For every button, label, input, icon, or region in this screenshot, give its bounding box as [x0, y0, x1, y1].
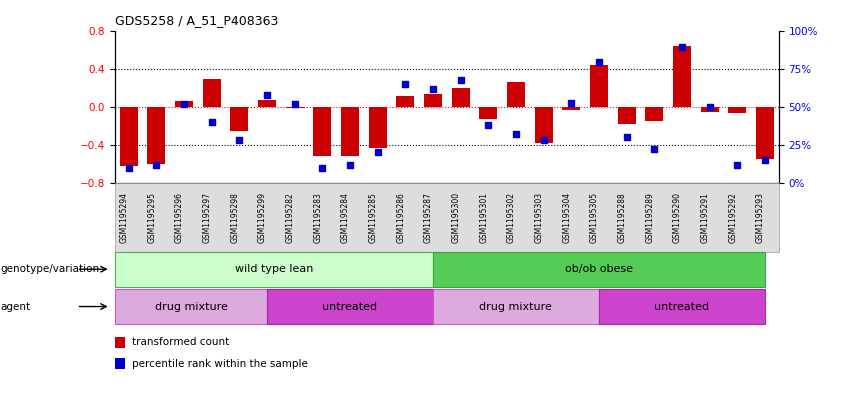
Point — [398, 81, 412, 88]
Text: GSM1195294: GSM1195294 — [120, 192, 129, 242]
Bar — [147, 107, 165, 164]
Text: GSM1195297: GSM1195297 — [203, 192, 212, 242]
Text: GSM1195287: GSM1195287 — [424, 192, 433, 242]
Text: wild type lean: wild type lean — [235, 264, 313, 274]
Text: GSM1195301: GSM1195301 — [479, 192, 488, 242]
Text: GSM1195292: GSM1195292 — [728, 192, 737, 242]
Bar — [507, 82, 525, 107]
Text: GSM1195289: GSM1195289 — [645, 192, 654, 242]
Text: GSM1195284: GSM1195284 — [341, 192, 350, 242]
Point — [703, 104, 717, 110]
Point — [150, 162, 163, 168]
Text: GSM1195303: GSM1195303 — [534, 191, 544, 243]
Point — [509, 131, 523, 138]
Point — [454, 77, 467, 83]
Bar — [368, 107, 386, 148]
Text: ob/ob obese: ob/ob obese — [565, 264, 633, 274]
Point — [260, 92, 274, 98]
Text: GSM1195291: GSM1195291 — [700, 192, 710, 242]
Bar — [728, 107, 746, 113]
Text: agent: agent — [1, 301, 31, 312]
Text: drug mixture: drug mixture — [155, 301, 227, 312]
Point — [675, 43, 688, 50]
Bar — [563, 107, 580, 110]
Text: untreated: untreated — [323, 301, 378, 312]
Text: GSM1195285: GSM1195285 — [368, 192, 378, 242]
Point — [537, 137, 551, 143]
Point — [730, 162, 744, 168]
Text: GSM1195282: GSM1195282 — [286, 192, 294, 242]
Point — [232, 137, 246, 143]
Text: GSM1195295: GSM1195295 — [147, 192, 157, 242]
Bar — [397, 96, 414, 107]
Text: GSM1195290: GSM1195290 — [673, 192, 682, 242]
Bar — [341, 107, 359, 156]
Bar — [203, 79, 220, 107]
Text: GSM1195300: GSM1195300 — [452, 191, 460, 243]
Point — [648, 146, 661, 152]
Bar — [231, 107, 248, 131]
Text: GSM1195304: GSM1195304 — [563, 191, 571, 243]
Bar — [645, 107, 663, 121]
Bar — [286, 107, 304, 108]
Bar — [313, 107, 331, 156]
Point — [122, 164, 135, 171]
Text: percentile rank within the sample: percentile rank within the sample — [132, 359, 308, 369]
Point — [758, 157, 772, 163]
Point — [482, 122, 495, 129]
Bar — [452, 88, 470, 107]
Text: GSM1195283: GSM1195283 — [313, 192, 323, 242]
Bar — [175, 101, 193, 107]
Bar — [258, 99, 276, 107]
Bar — [120, 107, 138, 166]
Text: untreated: untreated — [654, 301, 710, 312]
Text: GSM1195286: GSM1195286 — [397, 192, 405, 242]
Point — [205, 119, 219, 125]
Text: GSM1195296: GSM1195296 — [175, 192, 184, 242]
Bar — [424, 94, 442, 107]
Point — [288, 101, 301, 107]
Point — [592, 59, 606, 65]
Point — [371, 149, 385, 156]
Point — [177, 101, 191, 107]
Bar — [590, 64, 608, 107]
Text: GSM1195305: GSM1195305 — [590, 191, 599, 243]
Text: GSM1195302: GSM1195302 — [507, 192, 516, 242]
Text: genotype/variation: genotype/variation — [1, 264, 100, 274]
Bar — [534, 107, 552, 143]
Bar — [673, 46, 691, 107]
Text: GSM1195288: GSM1195288 — [618, 192, 626, 242]
Text: GSM1195293: GSM1195293 — [756, 192, 765, 242]
Text: GSM1195298: GSM1195298 — [231, 192, 239, 242]
Text: GDS5258 / A_51_P408363: GDS5258 / A_51_P408363 — [115, 14, 278, 27]
Point — [426, 86, 440, 92]
Bar — [700, 107, 718, 112]
Text: transformed count: transformed count — [132, 337, 229, 347]
Bar — [756, 107, 774, 159]
Point — [620, 134, 633, 140]
Point — [343, 162, 357, 168]
Point — [564, 99, 578, 106]
Text: GSM1195299: GSM1195299 — [258, 192, 267, 242]
Bar — [479, 107, 497, 119]
Bar — [618, 107, 636, 124]
Text: drug mixture: drug mixture — [479, 301, 552, 312]
Point — [316, 164, 329, 171]
